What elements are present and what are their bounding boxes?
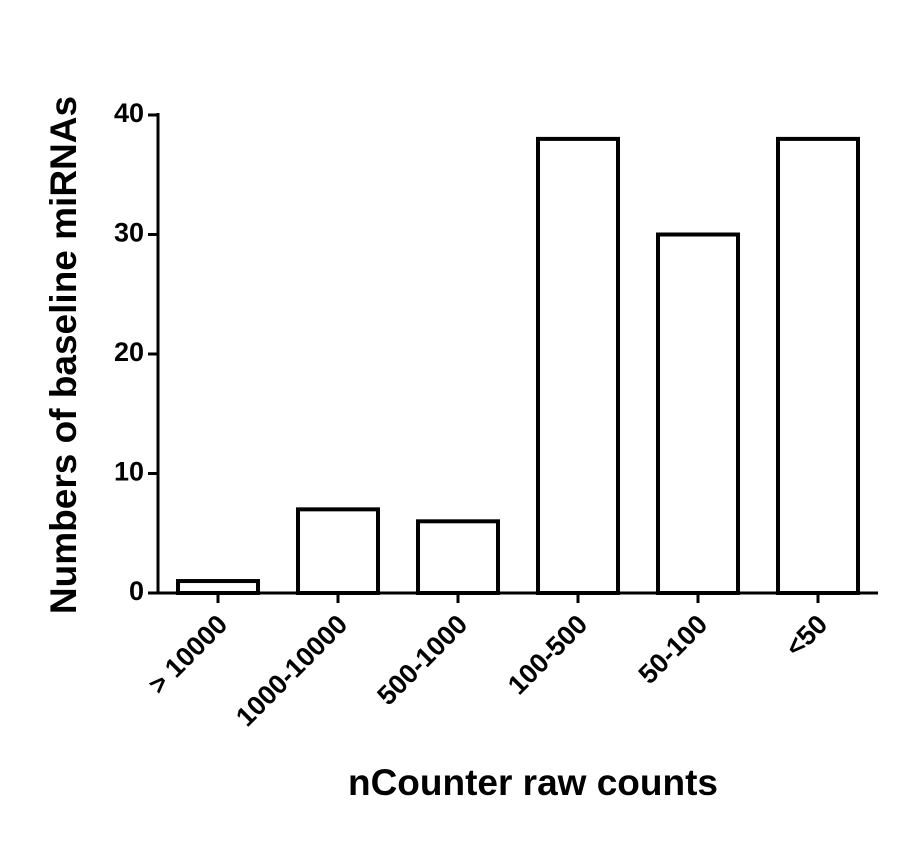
x-tick-label: 100-500 xyxy=(502,609,593,700)
y-axis-title: Numbers of baseline miRNAs xyxy=(43,96,84,614)
x-tick-label: 50-100 xyxy=(633,609,714,690)
bar xyxy=(416,519,500,595)
x-tick-label: <50 xyxy=(780,609,834,663)
y-tick-label: 10 xyxy=(114,457,144,487)
y-tick-label: 0 xyxy=(129,576,144,606)
y-tick-label: 20 xyxy=(114,337,144,367)
y-tick-label: 30 xyxy=(114,218,144,248)
x-axis-title: nCounter raw counts xyxy=(348,762,718,803)
bar xyxy=(296,507,380,596)
x-tick-label: 1000-10000 xyxy=(230,609,353,732)
y-tick-label: 40 xyxy=(114,98,144,128)
bar xyxy=(776,136,860,595)
x-tick-label: > 10000 xyxy=(143,609,234,700)
bar xyxy=(176,579,260,595)
bar xyxy=(536,136,620,595)
bar xyxy=(656,232,740,595)
x-tick-label: 500-1000 xyxy=(371,609,473,711)
